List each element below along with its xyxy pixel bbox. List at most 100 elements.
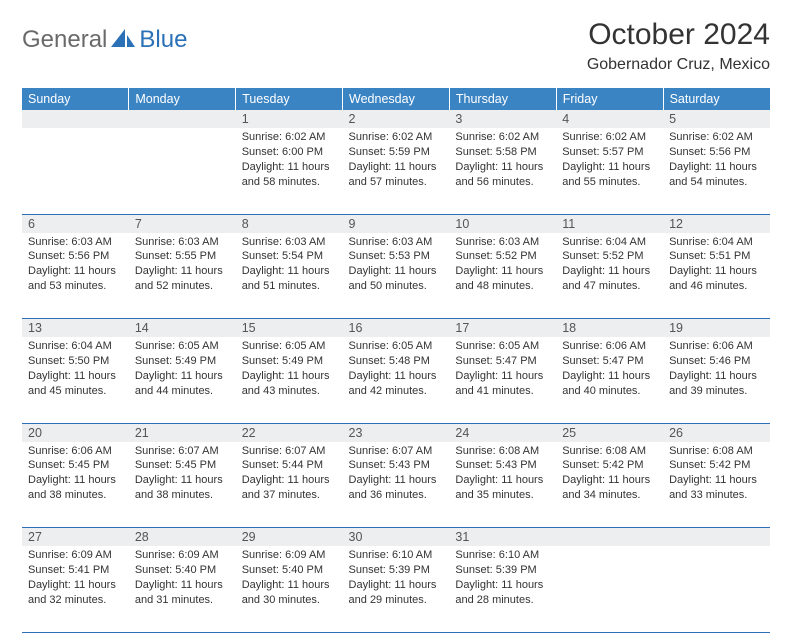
day-number: 20 <box>22 424 129 442</box>
daylight-text: Daylight: 11 hours and 43 minutes. <box>242 369 337 399</box>
sunset-text: Sunset: 5:41 PM <box>28 563 123 578</box>
daylight-text: Daylight: 11 hours and 42 minutes. <box>349 369 444 399</box>
title-block: October 2024 Gobernador Cruz, Mexico <box>587 18 770 74</box>
logo-sail-icon <box>111 27 137 54</box>
calendar: SundayMondayTuesdayWednesdayThursdayFrid… <box>22 88 770 633</box>
day-number: 12 <box>663 215 770 233</box>
sunrise-text: Sunrise: 6:06 AM <box>562 339 657 354</box>
sunset-text: Sunset: 5:42 PM <box>562 458 657 473</box>
day-cell: Sunrise: 6:10 AMSunset: 5:39 PMDaylight:… <box>343 546 450 632</box>
daylight-text: Daylight: 11 hours and 32 minutes. <box>28 578 123 608</box>
day-cell: Sunrise: 6:06 AMSunset: 5:47 PMDaylight:… <box>556 337 663 423</box>
day-number: 13 <box>22 319 129 337</box>
daylight-text: Daylight: 11 hours and 50 minutes. <box>349 264 444 294</box>
sunrise-text: Sunrise: 6:03 AM <box>242 235 337 250</box>
day-number-cell <box>129 110 236 128</box>
day-number: 29 <box>236 528 343 546</box>
day-number-cell: 22 <box>236 423 343 442</box>
sunset-text: Sunset: 5:46 PM <box>669 354 764 369</box>
day-cell: Sunrise: 6:02 AMSunset: 5:58 PMDaylight:… <box>449 128 556 214</box>
day-number: 7 <box>129 215 236 233</box>
daylight-text: Daylight: 11 hours and 38 minutes. <box>28 473 123 503</box>
day-number: 15 <box>236 319 343 337</box>
day-number-cell: 13 <box>22 319 129 338</box>
day-number-cell: 11 <box>556 214 663 233</box>
daylight-text: Daylight: 11 hours and 47 minutes. <box>562 264 657 294</box>
day-number: 9 <box>343 215 450 233</box>
day-cell: Sunrise: 6:10 AMSunset: 5:39 PMDaylight:… <box>449 546 556 632</box>
sunrise-text: Sunrise: 6:10 AM <box>349 548 444 563</box>
logo: General Blue <box>22 18 187 54</box>
sunrise-text: Sunrise: 6:10 AM <box>455 548 550 563</box>
sunrise-text: Sunrise: 6:09 AM <box>28 548 123 563</box>
day-cell: Sunrise: 6:09 AMSunset: 5:40 PMDaylight:… <box>236 546 343 632</box>
daylight-text: Daylight: 11 hours and 41 minutes. <box>455 369 550 399</box>
day-number: 23 <box>343 424 450 442</box>
day-cell <box>22 128 129 214</box>
weekday-header: Wednesday <box>343 88 450 110</box>
day-cell: Sunrise: 6:05 AMSunset: 5:48 PMDaylight:… <box>343 337 450 423</box>
day-number-cell: 3 <box>449 110 556 128</box>
day-number-cell: 20 <box>22 423 129 442</box>
sunset-text: Sunset: 5:42 PM <box>669 458 764 473</box>
sunset-text: Sunset: 5:56 PM <box>669 145 764 160</box>
sunrise-text: Sunrise: 6:07 AM <box>349 444 444 459</box>
sunrise-text: Sunrise: 6:02 AM <box>669 130 764 145</box>
sunset-text: Sunset: 5:54 PM <box>242 249 337 264</box>
day-number-cell: 4 <box>556 110 663 128</box>
sunset-text: Sunset: 5:52 PM <box>455 249 550 264</box>
day-cell <box>556 546 663 632</box>
day-number-cell: 28 <box>129 528 236 547</box>
location: Gobernador Cruz, Mexico <box>587 56 770 74</box>
day-number-cell: 29 <box>236 528 343 547</box>
sunrise-text: Sunrise: 6:08 AM <box>562 444 657 459</box>
sunset-text: Sunset: 5:40 PM <box>242 563 337 578</box>
sunrise-text: Sunrise: 6:08 AM <box>455 444 550 459</box>
day-number-cell: 31 <box>449 528 556 547</box>
sunset-text: Sunset: 6:00 PM <box>242 145 337 160</box>
daylight-text: Daylight: 11 hours and 56 minutes. <box>455 160 550 190</box>
daylight-text: Daylight: 11 hours and 54 minutes. <box>669 160 764 190</box>
sunset-text: Sunset: 5:39 PM <box>349 563 444 578</box>
sunset-text: Sunset: 5:44 PM <box>242 458 337 473</box>
day-number: 28 <box>129 528 236 546</box>
day-number-cell: 6 <box>22 214 129 233</box>
day-number-cell: 23 <box>343 423 450 442</box>
day-number: 5 <box>663 110 770 128</box>
day-number: 1 <box>236 110 343 128</box>
sunrise-text: Sunrise: 6:02 AM <box>455 130 550 145</box>
sunrise-text: Sunrise: 6:07 AM <box>242 444 337 459</box>
day-number: 19 <box>663 319 770 337</box>
logo-text-general: General <box>22 26 107 54</box>
day-number: 17 <box>449 319 556 337</box>
day-cell: Sunrise: 6:04 AMSunset: 5:52 PMDaylight:… <box>556 233 663 319</box>
day-number: 30 <box>343 528 450 546</box>
day-number-cell: 19 <box>663 319 770 338</box>
daylight-text: Daylight: 11 hours and 44 minutes. <box>135 369 230 399</box>
day-number-cell: 15 <box>236 319 343 338</box>
daylight-text: Daylight: 11 hours and 48 minutes. <box>455 264 550 294</box>
sunset-text: Sunset: 5:47 PM <box>455 354 550 369</box>
sunrise-text: Sunrise: 6:05 AM <box>135 339 230 354</box>
day-cell: Sunrise: 6:07 AMSunset: 5:45 PMDaylight:… <box>129 442 236 528</box>
sunset-text: Sunset: 5:43 PM <box>455 458 550 473</box>
sunset-text: Sunset: 5:45 PM <box>135 458 230 473</box>
day-cell: Sunrise: 6:02 AMSunset: 5:56 PMDaylight:… <box>663 128 770 214</box>
day-number: 18 <box>556 319 663 337</box>
day-number: 31 <box>449 528 556 546</box>
sunset-text: Sunset: 5:52 PM <box>562 249 657 264</box>
day-number: 14 <box>129 319 236 337</box>
sunset-text: Sunset: 5:43 PM <box>349 458 444 473</box>
daylight-text: Daylight: 11 hours and 58 minutes. <box>242 160 337 190</box>
weekday-header: Saturday <box>663 88 770 110</box>
daylight-text: Daylight: 11 hours and 35 minutes. <box>455 473 550 503</box>
day-number: 11 <box>556 215 663 233</box>
sunset-text: Sunset: 5:45 PM <box>28 458 123 473</box>
day-number: 8 <box>236 215 343 233</box>
sunset-text: Sunset: 5:40 PM <box>135 563 230 578</box>
sunrise-text: Sunrise: 6:07 AM <box>135 444 230 459</box>
sunrise-text: Sunrise: 6:02 AM <box>242 130 337 145</box>
day-number-cell <box>663 528 770 547</box>
day-number-cell: 14 <box>129 319 236 338</box>
weekday-header: Tuesday <box>236 88 343 110</box>
